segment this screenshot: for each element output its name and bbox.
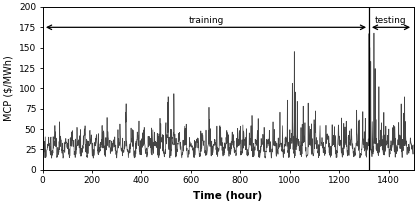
X-axis label: Time (hour): Time (hour) xyxy=(193,191,263,201)
Y-axis label: MCP ($/MWh): MCP ($/MWh) xyxy=(3,55,13,121)
Text: testing: testing xyxy=(375,16,407,25)
Text: training: training xyxy=(188,16,224,25)
